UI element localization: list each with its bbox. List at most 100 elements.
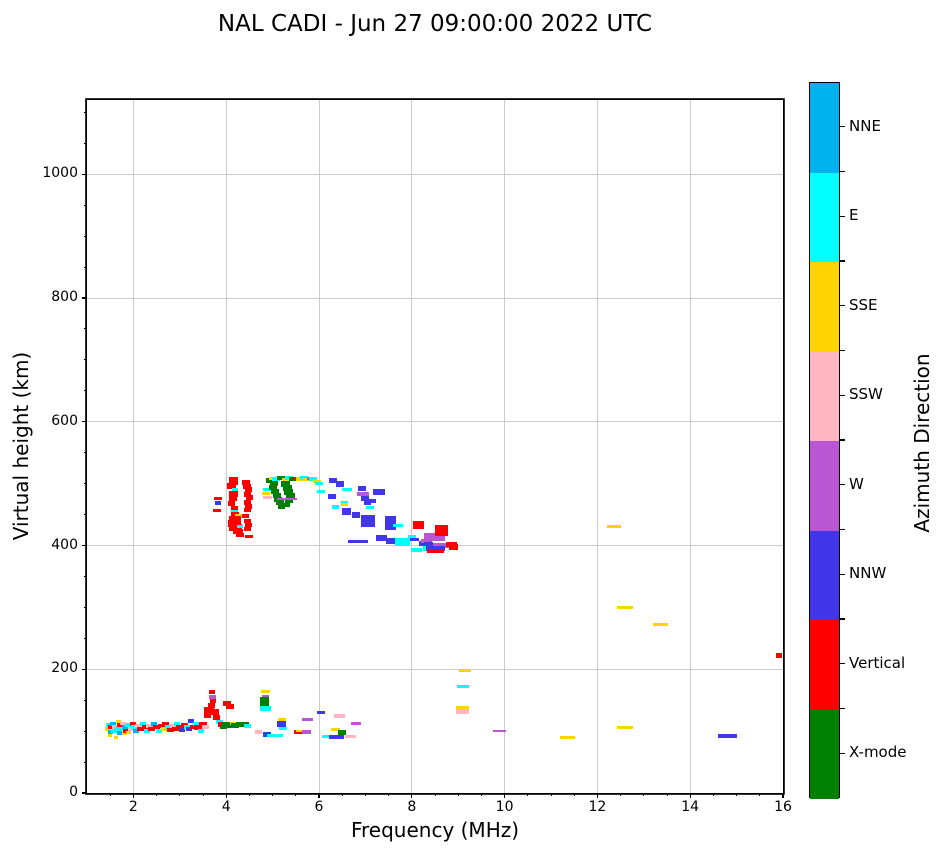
echo-point <box>352 512 361 519</box>
echo-point <box>315 481 323 485</box>
echo-point <box>245 495 253 501</box>
x-minor-tick <box>295 793 297 796</box>
colorbar-segment-nne <box>810 83 839 173</box>
echo-point <box>171 726 179 731</box>
x-minor-tick <box>550 793 552 796</box>
echo-point <box>261 690 271 694</box>
y-tick-label: 800 <box>51 289 78 305</box>
echo-point <box>204 712 212 718</box>
echo-point <box>776 653 783 659</box>
echo-point <box>243 499 251 505</box>
echo-point <box>376 535 388 542</box>
echo-point <box>278 726 287 730</box>
x-tick-label: 16 <box>774 799 792 815</box>
x-gridline <box>411 100 413 793</box>
colorbar-tick-label: NNE <box>849 116 881 135</box>
echo-point <box>429 535 445 541</box>
echo-point <box>243 518 251 523</box>
echo-point <box>245 535 254 539</box>
echo-point <box>717 734 737 739</box>
echo-point <box>259 702 269 709</box>
echo-point <box>262 488 272 492</box>
echo-point <box>386 538 396 545</box>
echo-point <box>107 730 113 735</box>
echo-point <box>281 480 291 487</box>
echo-point <box>243 724 251 729</box>
x-minor-tick <box>666 793 668 796</box>
echo-point <box>151 722 158 727</box>
echo-point <box>334 714 346 719</box>
echo-point <box>268 485 277 491</box>
echo-point <box>244 523 252 528</box>
echo-point <box>260 706 272 712</box>
echo-point <box>617 605 634 609</box>
echo-point <box>459 668 472 672</box>
echo-point <box>144 729 151 734</box>
x-minor-tick <box>620 793 622 796</box>
echo-point <box>188 718 195 723</box>
echo-point <box>228 524 242 532</box>
echo-point <box>329 735 345 740</box>
echo-point <box>121 732 127 736</box>
echo-point <box>114 727 121 732</box>
echo-point <box>309 477 318 482</box>
echo-point <box>141 725 149 730</box>
echo-point <box>105 727 111 732</box>
x-minor-tick <box>272 793 274 796</box>
y-tick-label: 0 <box>69 784 78 800</box>
echo-point <box>277 721 287 728</box>
y-axis-label: Virtual height (km) <box>9 351 33 541</box>
echo-point <box>331 505 339 510</box>
colorbar-segment-x-mode <box>810 709 839 799</box>
echo-point <box>135 723 142 728</box>
echo-point <box>120 722 127 726</box>
echo-point <box>357 492 370 497</box>
echo-point <box>209 690 216 695</box>
echo-point <box>456 709 470 715</box>
x-axis-label: Frequency (MHz) <box>350 818 520 842</box>
x-minor-tick <box>480 793 482 796</box>
x-gridline <box>132 100 134 793</box>
x-tick <box>318 793 320 798</box>
echo-point <box>208 695 216 700</box>
echo-point <box>164 725 172 730</box>
echo-point <box>111 724 118 729</box>
echo-point <box>231 488 238 492</box>
y-gridline <box>87 297 783 299</box>
echo-point <box>295 729 305 732</box>
colorbar-segment-sse <box>810 262 839 352</box>
echo-point <box>409 537 419 541</box>
echo-point <box>242 514 250 519</box>
echo-point <box>203 706 214 715</box>
x-minor-tick <box>527 793 529 796</box>
echo-point <box>220 725 228 730</box>
x-tick-label: 14 <box>681 799 700 815</box>
colorbar-boundary-tick <box>840 528 845 531</box>
echo-point <box>385 515 397 530</box>
x-tick-label: 4 <box>221 799 231 815</box>
echo-point <box>312 479 321 483</box>
echo-point <box>223 701 232 707</box>
x-tick-label: 12 <box>588 799 607 815</box>
echo-point <box>226 724 235 729</box>
x-minor-tick <box>364 793 366 796</box>
echo-point <box>180 722 188 727</box>
echo-point <box>606 525 621 529</box>
y-minor-tick <box>84 699 87 701</box>
echo-point <box>214 501 221 506</box>
colorbar-tick <box>840 126 845 128</box>
y-gridline <box>87 668 783 670</box>
echo-point <box>269 481 278 487</box>
colorbar-tick <box>840 573 845 575</box>
echo-point <box>123 728 130 733</box>
echo-point <box>328 478 337 484</box>
echo-point <box>110 729 117 734</box>
echo-point <box>255 730 263 735</box>
echo-point <box>131 725 138 730</box>
echo-point <box>284 498 293 504</box>
echo-point <box>207 703 215 709</box>
echo-point <box>410 548 422 553</box>
colorbar-tick-label: SSW <box>849 385 883 404</box>
echo-point <box>215 719 223 724</box>
echo-point <box>413 524 425 529</box>
